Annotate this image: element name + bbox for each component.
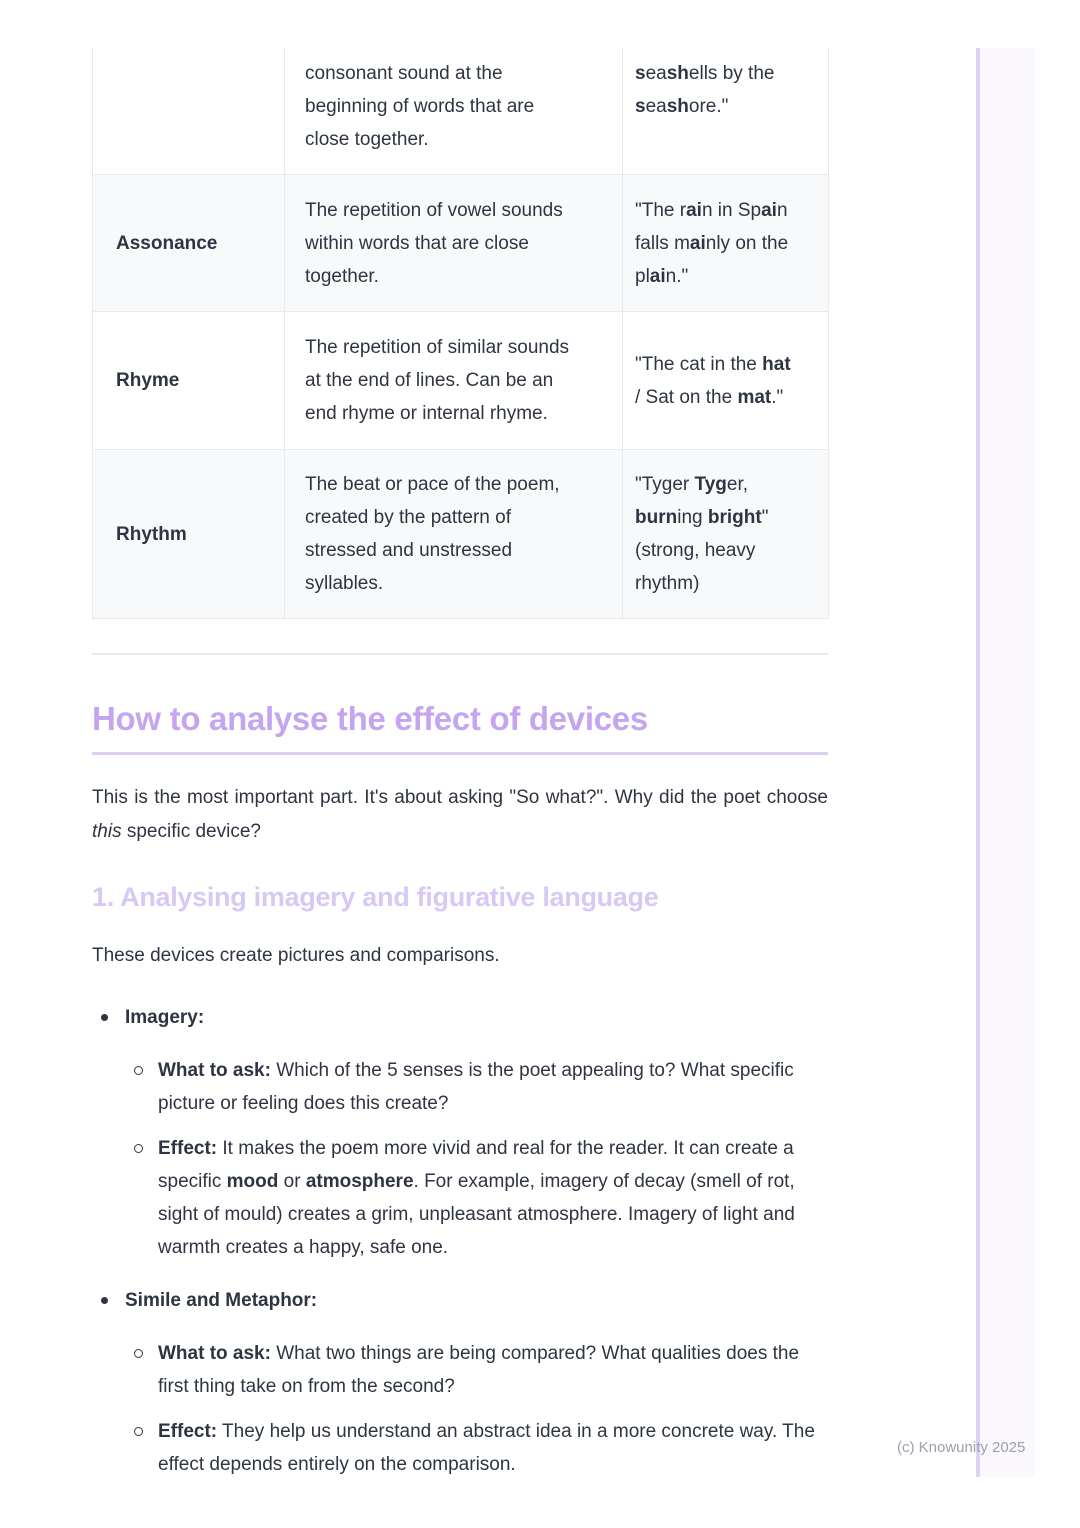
list-item-imagery: Imagery: What to ask: Which of the 5 sen… xyxy=(92,1001,828,1264)
sub-item-text: What to ask: Which of the 5 senses is th… xyxy=(158,1060,794,1114)
sub-item-text: What to ask: What two things are being c… xyxy=(158,1343,800,1397)
device-example-cell: "The rain in Spain falls mainly on the p… xyxy=(622,174,829,312)
device-name-cell: Assonance xyxy=(92,174,285,312)
sub-list-item: Effect: It makes the poem more vivid and… xyxy=(92,1132,828,1264)
device-description-cell: consonant sound at the beginning of word… xyxy=(284,48,623,175)
sub-list-item: What to ask: Which of the 5 senses is th… xyxy=(92,1054,828,1120)
bullet-label: Imagery: xyxy=(92,1001,828,1034)
copyright-watermark: (c) Knowunity 2025 xyxy=(897,1439,1026,1456)
circle-bullet-icon xyxy=(134,1144,143,1153)
list-item-simile-metaphor: Simile and Metaphor: What to ask: What t… xyxy=(92,1284,828,1481)
circle-bullet-icon xyxy=(134,1066,143,1075)
device-example-cell: seashells by the seashore." xyxy=(622,48,829,175)
table-row: Assonance The repetition of vowel sounds… xyxy=(92,174,829,312)
intro-paragraph: This is the most important part. It's ab… xyxy=(92,787,828,842)
device-example-cell: "Tyger Tyger, burning bright" (strong, h… xyxy=(622,449,829,619)
table-row: consonant sound at the beginning of word… xyxy=(92,48,829,175)
sub-list-item: What to ask: What two things are being c… xyxy=(92,1337,828,1403)
sub-list: What to ask: What two things are being c… xyxy=(92,1337,828,1481)
bullet-icon xyxy=(101,1297,108,1304)
scrollbar-track[interactable] xyxy=(976,48,1035,1477)
sub-item-text: Effect: It makes the poem more vivid and… xyxy=(158,1138,795,1258)
lead-paragraph: These devices create pictures and compar… xyxy=(92,945,500,966)
bullet-label-text: Imagery: xyxy=(125,1007,205,1028)
device-description-cell: The repetition of similar sounds at the … xyxy=(284,311,623,450)
bullet-label: Simile and Metaphor: xyxy=(92,1284,828,1317)
bullet-label-text: Simile and Metaphor: xyxy=(125,1290,318,1311)
section-divider xyxy=(92,653,828,655)
device-analysis-list: Imagery: What to ask: Which of the 5 sen… xyxy=(92,1001,828,1481)
table-row: Rhythm The beat or pace of the poem, cre… xyxy=(92,449,829,619)
device-name-cell: Rhyme xyxy=(92,311,285,450)
device-name-cell: Rhythm xyxy=(92,449,285,619)
circle-bullet-icon xyxy=(134,1349,143,1358)
table-row: Rhyme The repetition of similar sounds a… xyxy=(92,311,829,450)
device-example-cell: "The cat in the hat / Sat on the mat." xyxy=(622,311,829,450)
document-page: consonant sound at the beginning of word… xyxy=(92,0,829,1481)
sub-list-item: Effect: They help us understand an abstr… xyxy=(92,1415,828,1481)
page-title: How to analyse the effect of devices xyxy=(92,699,828,755)
bullet-icon xyxy=(101,1014,108,1021)
device-name-cell xyxy=(92,48,285,175)
subsection-title: 1. Analysing imagery and figurative lang… xyxy=(92,882,659,912)
sub-item-text: Effect: They help us understand an abstr… xyxy=(158,1421,815,1475)
sound-devices-table: consonant sound at the beginning of word… xyxy=(92,48,829,619)
device-description-cell: The beat or pace of the poem, created by… xyxy=(284,449,623,619)
device-description-cell: The repetition of vowel sounds within wo… xyxy=(284,174,623,312)
sub-list: What to ask: Which of the 5 senses is th… xyxy=(92,1054,828,1264)
circle-bullet-icon xyxy=(134,1427,143,1436)
